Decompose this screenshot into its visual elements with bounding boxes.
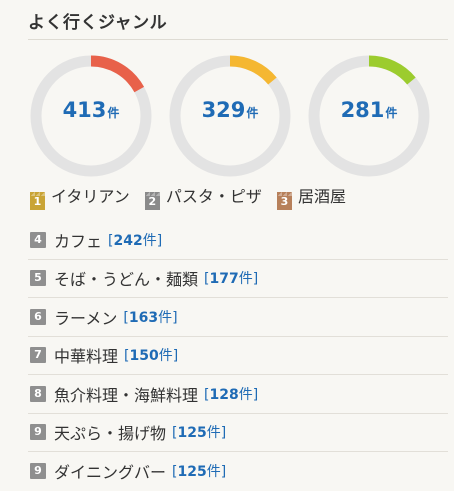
donut-unit: 件 xyxy=(385,106,398,120)
count-value: 177 xyxy=(209,271,239,288)
count-unit: 件 xyxy=(142,232,157,249)
donut-chart-rank-3: 281件 xyxy=(307,54,431,178)
donut-unit: 件 xyxy=(246,106,259,120)
genre-link[interactable]: 天ぷら・揚げ物 xyxy=(54,424,167,444)
list-item[interactable]: 7 中華料理 [150件] xyxy=(28,337,448,375)
genre-link[interactable]: イタリアン xyxy=(51,187,130,206)
top3-item-1[interactable]: 1 イタリアン xyxy=(30,183,130,210)
top3-item-3[interactable]: 3 居酒屋 xyxy=(276,183,346,210)
genre-link[interactable]: 魚介料理・海鮮料理 xyxy=(54,385,199,405)
donut-arc xyxy=(308,55,430,177)
gold-crown-icon: 1 xyxy=(30,192,45,210)
genre-count: [125件] xyxy=(172,464,227,481)
section-title: よく行くジャンル xyxy=(28,13,168,33)
rank-badge: 6 xyxy=(30,308,46,325)
list-item[interactable]: 9 天ぷら・揚げ物 [125件] xyxy=(28,414,448,452)
genre-link[interactable]: そば・うどん・麺類 xyxy=(54,270,199,290)
count-value: 163 xyxy=(128,309,159,326)
count-unit: 件 xyxy=(238,271,253,288)
rank-badge: 8 xyxy=(30,385,46,402)
genre-link[interactable]: ダイニングバー xyxy=(54,463,167,483)
donut-chart-rank-1: 413件 xyxy=(29,54,153,178)
silver-crown-icon: 2 xyxy=(144,192,160,210)
genre-count: [150件] xyxy=(124,348,179,365)
bronze-crown-icon: 3 xyxy=(276,192,292,210)
genre-link[interactable]: パスタ・ピザ xyxy=(165,187,262,206)
genre-ranking-list: 4 カフェ [242件] 5 そば・うどん・麺類 [177件] 6 ラーメン [… xyxy=(28,221,448,491)
genre-link[interactable]: 中華料理 xyxy=(54,347,119,367)
genre-count: [128件] xyxy=(204,386,259,403)
genre-link[interactable]: ラーメン xyxy=(54,308,118,328)
rank-badge: 4 xyxy=(30,231,46,248)
list-item[interactable]: 6 ラーメン [163件] xyxy=(28,298,448,337)
count-value: 128 xyxy=(209,386,239,403)
genre-count: [163件] xyxy=(123,309,178,326)
list-item[interactable]: 4 カフェ [242件] xyxy=(28,221,448,260)
count-value: 150 xyxy=(129,348,159,365)
donut-unit: 件 xyxy=(107,106,120,120)
count-value: 242 xyxy=(113,232,143,249)
donut-count: 413 xyxy=(62,98,107,122)
list-item[interactable]: 8 魚介料理・海鮮料理 [128件] xyxy=(28,375,448,414)
count-value: 125 xyxy=(177,425,207,442)
rank-badge: 9 xyxy=(30,424,46,441)
list-item[interactable]: 9 ダイニングバー [125件] xyxy=(28,452,448,491)
donut-value: 413件 xyxy=(29,98,153,122)
rank-badge: 7 xyxy=(30,347,46,364)
count-unit: 件 xyxy=(158,348,173,365)
donut-count: 281 xyxy=(340,98,385,122)
rank-badge: 9 xyxy=(30,463,46,480)
top3-donuts: 413件 329件 281件 xyxy=(0,54,454,178)
top3-item-2[interactable]: 2 パスタ・ピザ xyxy=(144,183,262,210)
count-unit: 件 xyxy=(206,464,221,481)
list-item[interactable]: 5 そば・うどん・麺類 [177件] xyxy=(28,260,448,298)
donut-value: 281件 xyxy=(307,98,431,122)
rank-badge: 5 xyxy=(30,270,46,287)
donut-count: 329 xyxy=(201,98,246,122)
count-unit: 件 xyxy=(206,425,221,442)
genre-link[interactable]: 居酒屋 xyxy=(297,187,346,206)
donut-arc xyxy=(30,55,152,177)
count-value: 125 xyxy=(177,464,207,481)
donut-ring xyxy=(308,55,430,177)
donut-ring xyxy=(30,55,152,177)
top3-labels: 1 イタリアン 2 パスタ・ピザ 3 居酒屋 xyxy=(30,183,356,210)
donut-value: 329件 xyxy=(168,98,292,122)
genre-link[interactable]: カフェ xyxy=(54,231,103,251)
genre-count: [242件] xyxy=(108,232,163,249)
count-unit: 件 xyxy=(158,309,173,326)
title-divider xyxy=(28,39,448,40)
donut-arc xyxy=(169,55,291,177)
genre-count: [177件] xyxy=(204,271,259,288)
donut-ring xyxy=(169,55,291,177)
count-unit: 件 xyxy=(238,386,253,403)
donut-chart-rank-2: 329件 xyxy=(168,54,292,178)
genre-count: [125件] xyxy=(172,425,227,442)
